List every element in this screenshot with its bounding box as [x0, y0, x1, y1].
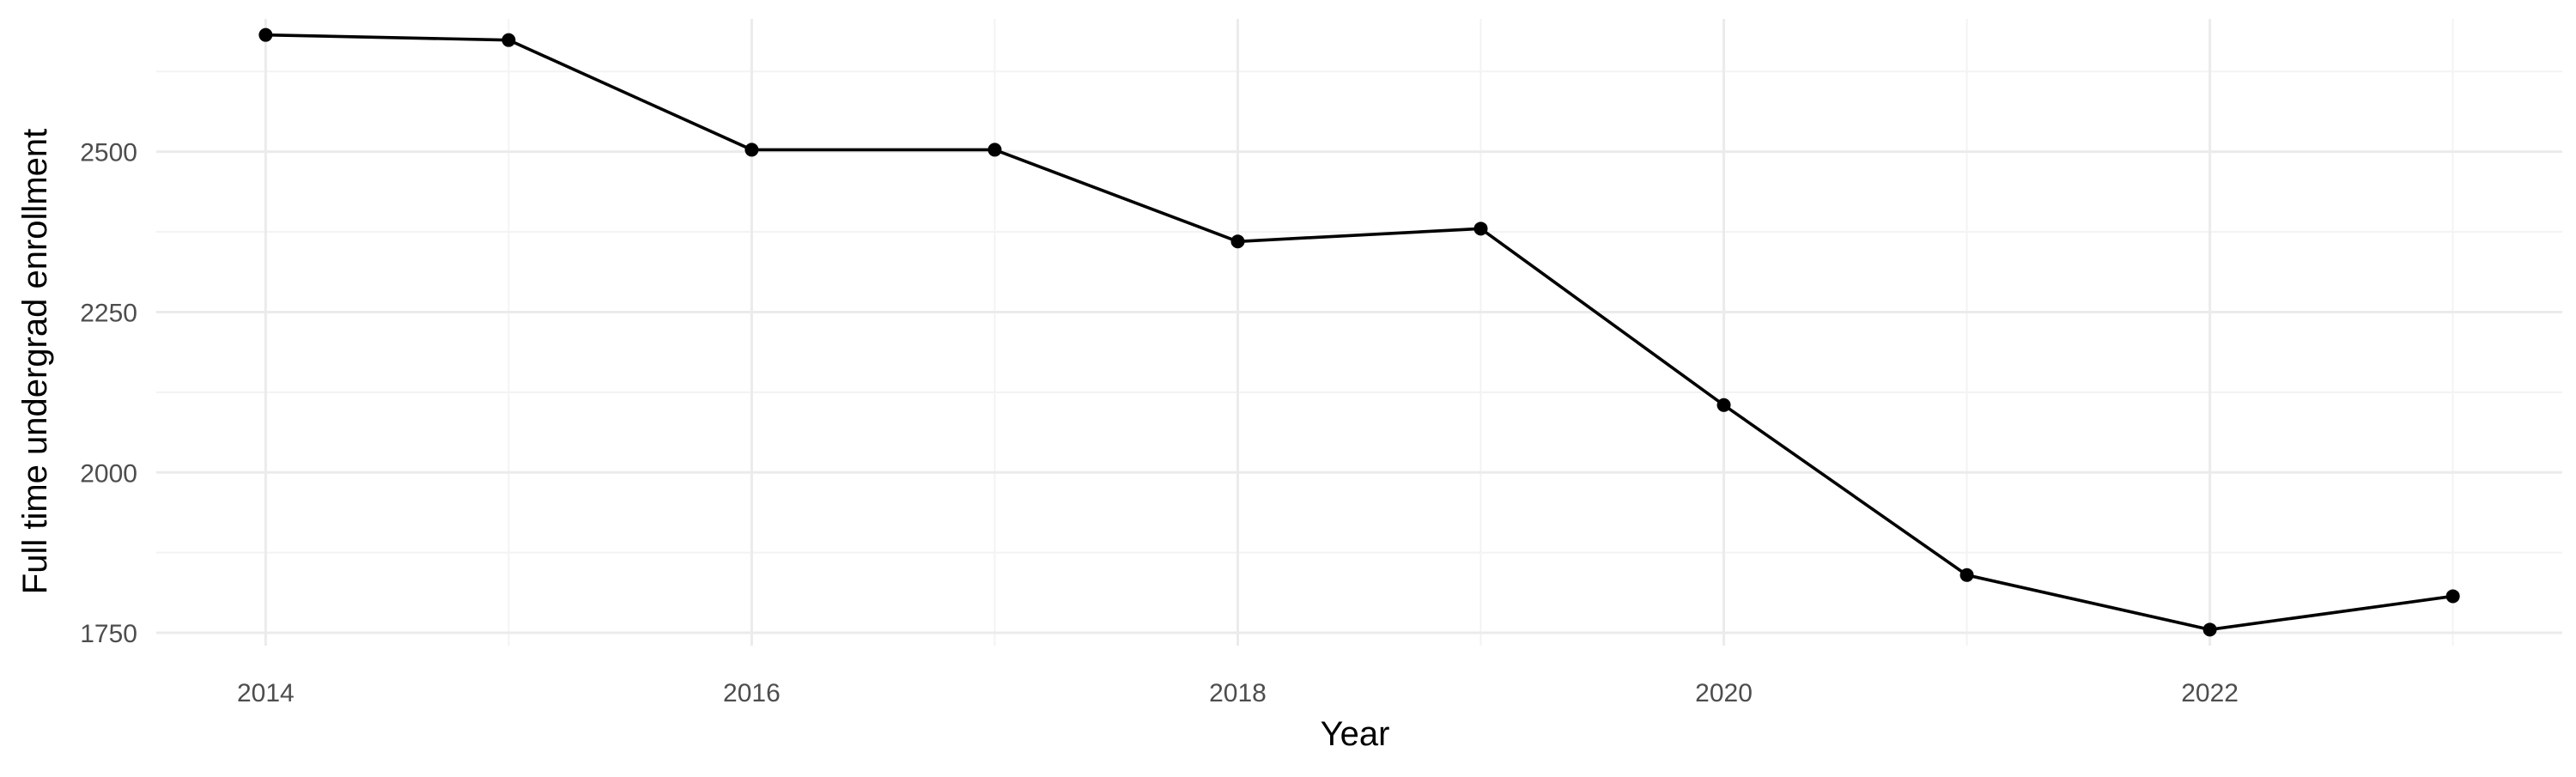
x-axis-ticks: 2014 2016 2018 2020 2022 — [237, 679, 2239, 707]
data-point — [1230, 234, 1245, 249]
data-point — [2445, 589, 2460, 604]
series-group — [258, 27, 2460, 637]
y-axis-title: Full time undergrad enrollment — [16, 129, 54, 594]
data-point — [1959, 568, 1974, 582]
y-axis-ticks: 1750 2000 2250 2500 — [80, 139, 137, 648]
x-tick-label: 2022 — [2181, 679, 2239, 707]
data-point — [987, 143, 1002, 157]
data-point — [744, 143, 759, 157]
x-tick-label: 2014 — [237, 679, 295, 707]
data-point — [1716, 398, 1731, 412]
minor-gridlines — [156, 19, 2562, 646]
series-line — [264, 33, 2455, 632]
y-tick-label: 2500 — [80, 139, 137, 167]
data-point — [258, 27, 273, 42]
data-point — [1473, 222, 1488, 236]
x-tick-label: 2016 — [723, 679, 781, 707]
data-point — [501, 33, 516, 47]
y-tick-label: 1750 — [80, 620, 137, 648]
y-tick-label: 2250 — [80, 299, 137, 327]
major-gridlines — [156, 19, 2562, 646]
x-axis-title: Year — [1321, 715, 1390, 753]
x-tick-label: 2018 — [1209, 679, 1267, 707]
y-tick-label: 2000 — [80, 459, 137, 488]
data-point — [2202, 622, 2217, 637]
x-tick-label: 2020 — [1695, 679, 1753, 707]
